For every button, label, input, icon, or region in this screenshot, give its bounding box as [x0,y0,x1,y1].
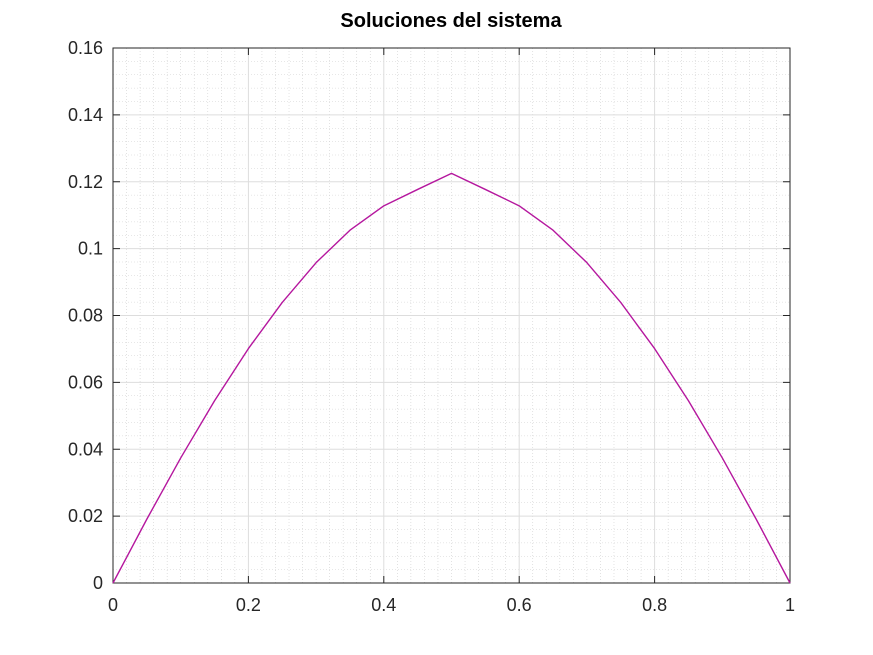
major-grid [113,48,790,583]
series-line-0 [112,172,791,584]
y-tick-label: 0.02 [68,506,103,526]
x-tick-label: 0.6 [507,595,532,615]
y-tick-label: 0.12 [68,172,103,192]
series-layer [112,172,791,584]
y-tick-label: 0.06 [68,372,103,392]
x-tick-label: 0 [108,595,118,615]
y-tick-label: 0.1 [78,239,103,259]
y-tick-label: 0.16 [68,38,103,58]
y-tick-label: 0.04 [68,439,103,459]
y-tick-label: 0.08 [68,306,103,326]
x-tick-label: 0.8 [642,595,667,615]
x-tick-label: 0.4 [371,595,396,615]
y-tick-label: 0 [93,573,103,593]
y-axis: 0 0.02 0.04 0.06 0.08 0.1 0.12 0.14 0.16 [68,38,790,593]
chart-title: Soluciones del sistema [340,10,562,32]
x-tick-label: 0.2 [236,595,261,615]
x-tick-label: 1 [785,595,795,615]
x-axis: 0 0.2 0.4 0.6 0.8 1 [108,48,795,615]
y-tick-label: 0.14 [68,105,103,125]
